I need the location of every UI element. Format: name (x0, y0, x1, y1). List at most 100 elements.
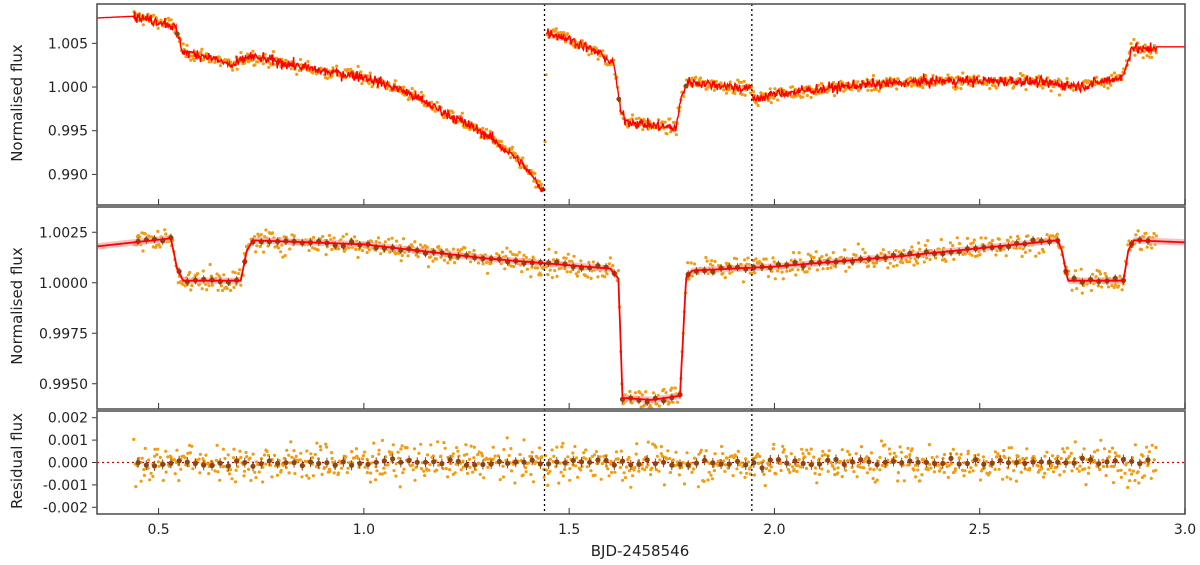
residual-binned-point (332, 462, 338, 468)
residual-point (627, 455, 631, 460)
residual-point (1098, 468, 1102, 472)
residual-point (455, 446, 459, 450)
top-data-point (637, 116, 641, 120)
middle-data-point (928, 257, 932, 262)
residual-point (873, 480, 877, 484)
top-binned-point (616, 96, 622, 102)
middle-data-point (1079, 267, 1083, 271)
middle-data-point (486, 271, 490, 275)
residual-point (960, 468, 965, 472)
residual-binned-point (932, 460, 938, 467)
residual-point (998, 454, 1002, 458)
middle-data-point (723, 276, 727, 280)
residual-point (560, 445, 564, 449)
residual-point (1009, 446, 1014, 450)
residual-point (1054, 457, 1058, 461)
residual-point (394, 462, 398, 466)
residual-point (723, 469, 727, 473)
residual-point (188, 451, 192, 455)
residual-point (1093, 450, 1097, 454)
residual-point (398, 485, 402, 489)
residual-point (363, 450, 367, 454)
residual-point (932, 470, 937, 474)
residual-point (369, 471, 373, 475)
middle-data-point (591, 260, 596, 264)
residual-point (245, 455, 249, 459)
top-data-point (356, 64, 360, 68)
residual-point (1131, 469, 1135, 473)
middle-data-point (554, 250, 558, 255)
residual-point (1056, 454, 1060, 458)
top-model-line (97, 11, 545, 193)
residual-point (402, 467, 406, 471)
residual-point (878, 455, 882, 459)
residual-point (883, 443, 887, 447)
residual-point (1096, 448, 1100, 452)
residual-point (254, 476, 258, 480)
middle-data-point (743, 258, 747, 262)
residual-point (177, 479, 181, 483)
top-data-point (909, 76, 913, 80)
residual-point (288, 461, 292, 465)
middle-data-point (762, 257, 766, 261)
middle-data-point (861, 247, 865, 251)
residual-point (1049, 466, 1053, 470)
residual-point (491, 457, 495, 461)
middle-data-point (321, 234, 325, 239)
middle-data-point (517, 250, 522, 254)
residual-point (399, 447, 403, 451)
middle-data-point (754, 257, 758, 261)
residual-point (221, 447, 225, 451)
top-data-point (817, 83, 821, 87)
residual-binned-point (1079, 455, 1085, 461)
residual-point (1024, 456, 1029, 460)
top-data-point (970, 76, 974, 80)
residual-point (344, 455, 348, 459)
residual-point (1016, 454, 1020, 458)
residual-binned-point (833, 456, 839, 463)
middle-data-point (990, 238, 995, 243)
residual-binned-point (1088, 457, 1094, 463)
top-data-point (590, 52, 594, 56)
residual-point (265, 449, 269, 454)
middle-data-point (652, 391, 656, 395)
middle-data-point (383, 240, 387, 244)
residual-point (155, 447, 160, 451)
middle-data-point (442, 258, 446, 262)
residual-point (201, 457, 205, 461)
top-data-point (510, 145, 515, 149)
residual-binned-point (151, 463, 158, 469)
middle-data-point (416, 255, 420, 259)
residual-binned-point (611, 462, 617, 468)
residual-binned-point (447, 457, 453, 463)
top-data-point (877, 89, 881, 93)
residual-point (584, 457, 588, 461)
middle-data-point (1120, 288, 1124, 292)
middle-data-point (437, 244, 441, 249)
residual-point (155, 453, 159, 457)
residual-point (674, 463, 679, 467)
middle-data-point (423, 244, 427, 248)
residual-point (846, 449, 850, 454)
middle-data-point (616, 269, 621, 273)
residual-point (480, 454, 484, 458)
middle-data-point (829, 266, 833, 270)
top-data-point (192, 58, 196, 63)
residual-point (1123, 471, 1127, 475)
residual-point (169, 455, 173, 460)
residual-point (621, 478, 625, 482)
residual-point (627, 469, 632, 473)
top-data-point (213, 60, 217, 64)
middle-data-point (1026, 234, 1030, 238)
middle-data-point (577, 270, 581, 274)
residual-point (706, 478, 710, 482)
middle-panel-frame (96, 206, 1186, 410)
middle-data-point (360, 249, 365, 253)
residual-point (294, 454, 298, 458)
middle-data-point (312, 235, 316, 240)
residual-point (789, 452, 793, 456)
middle-data-point (596, 275, 600, 279)
residual-point (198, 471, 202, 475)
residual-point (788, 470, 792, 474)
residual-point (285, 448, 289, 452)
